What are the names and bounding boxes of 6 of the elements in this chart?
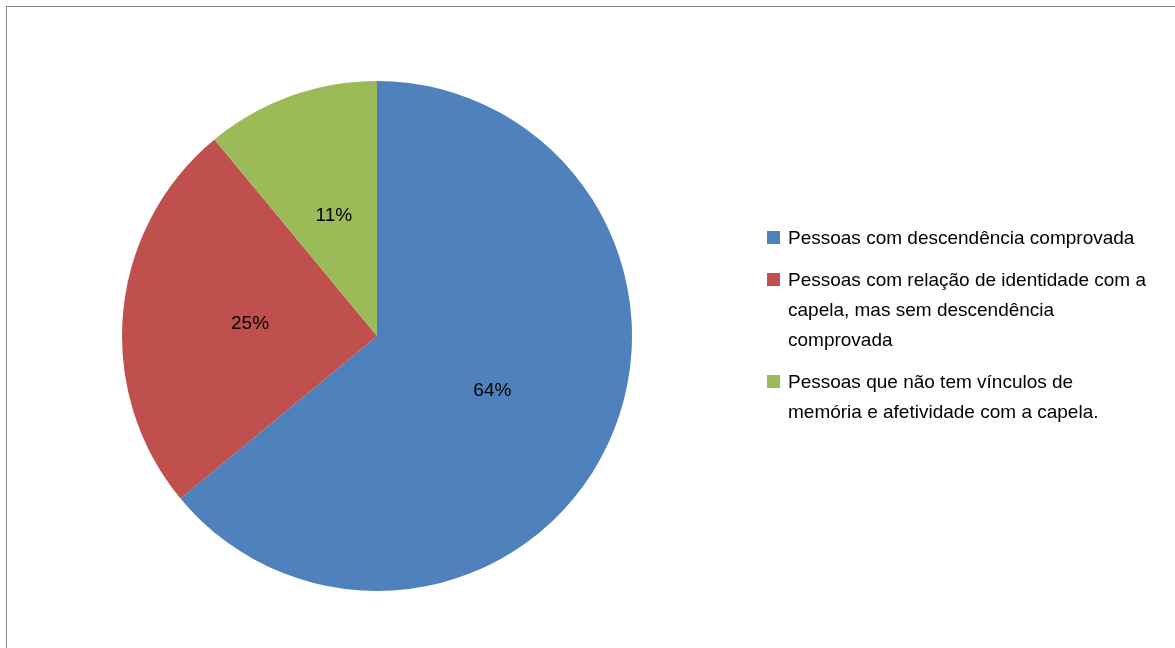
legend-label: Pessoas com relação de identidade com a capela, mas sem descendência comprovada [788,268,1147,352]
data-label: 64% [473,378,512,400]
legend-label: Pessoas com descendência comprovada [788,226,1135,250]
data-label: 25% [231,312,270,334]
data-label: 11% [315,204,353,226]
legend-label: Pessoas que não tem vínculos de memória e afetividade com a capela. [788,370,1100,424]
